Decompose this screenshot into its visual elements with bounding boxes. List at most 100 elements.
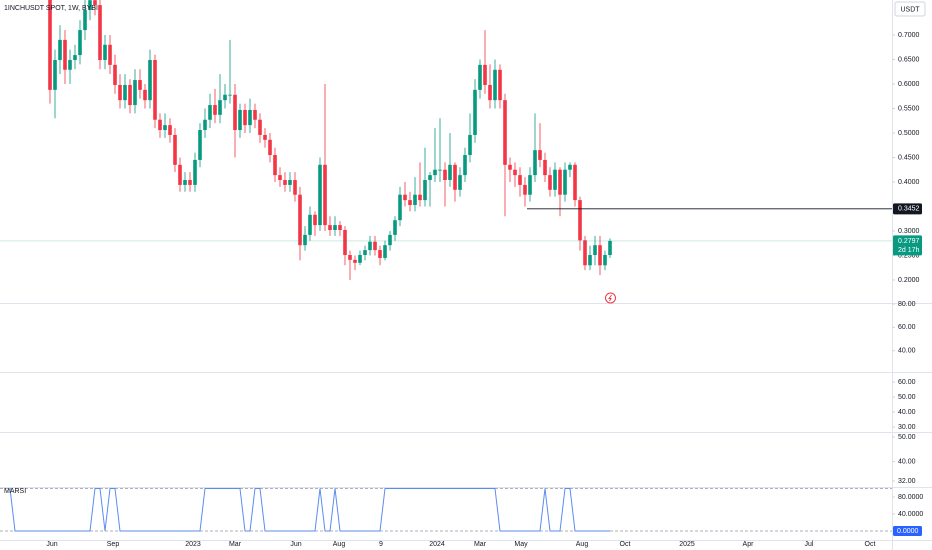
- candle-body: [463, 155, 467, 176]
- candle-body: [528, 175, 532, 195]
- candle-body: [143, 89, 147, 101]
- candle-body: [393, 220, 397, 235]
- candle-body: [73, 55, 77, 60]
- y-tick-label: 0.2000: [898, 277, 920, 284]
- candle-body: [233, 94, 237, 131]
- candle-body: [373, 241, 377, 251]
- candle-body: [63, 39, 67, 70]
- candle-body: [93, 0, 97, 6]
- candle-body: [403, 194, 407, 201]
- candle-body: [268, 139, 272, 156]
- candle-body: [298, 194, 302, 246]
- candle-body: [258, 119, 262, 135]
- x-tick-label: 9: [379, 541, 383, 548]
- candle-body: [168, 125, 172, 135]
- candle-body: [583, 240, 587, 266]
- y-tick-label: 0.4000: [898, 179, 920, 186]
- candle-body: [343, 229, 347, 255]
- candle-body: [423, 180, 427, 201]
- candle-body: [313, 214, 317, 226]
- y-tick-label: 0.5000: [898, 130, 920, 137]
- candle-body: [588, 254, 592, 266]
- last-price-badge: [893, 235, 922, 256]
- x-tick-label: May: [514, 541, 528, 548]
- candle-body: [228, 94, 232, 96]
- level-label: 0.3452: [898, 206, 920, 213]
- candle-body: [513, 169, 517, 176]
- event-bolt: [608, 294, 612, 302]
- x-tick-label: Jun: [46, 541, 57, 548]
- candle-body: [333, 225, 337, 230]
- candle-body: [578, 200, 582, 241]
- candle-body: [488, 84, 492, 101]
- y-tick-label: 0.7000: [898, 32, 920, 39]
- candle-body: [68, 59, 72, 70]
- x-tick-label: Apr: [743, 541, 755, 548]
- x-tick-label: 2025: [679, 541, 695, 548]
- candle-body: [158, 119, 162, 131]
- x-tick-label: Oct: [865, 541, 876, 548]
- candle-body: [273, 155, 277, 176]
- candle-body: [238, 109, 242, 131]
- y-tick-label: 32.00: [898, 478, 916, 485]
- candle-body: [558, 169, 562, 195]
- candle-body: [603, 254, 607, 266]
- candle-body: [363, 250, 367, 255]
- candle-body: [533, 150, 537, 176]
- candle-body: [548, 175, 552, 190]
- currency-box[interactable]: [894, 1, 926, 17]
- candle-body: [438, 169, 442, 171]
- candle-body: [323, 164, 327, 226]
- candle-body: [328, 225, 332, 230]
- candle-body: [248, 109, 252, 126]
- y-tick-label: 40.0000: [898, 511, 923, 518]
- candle-body: [353, 259, 357, 263]
- y-tick-label: 80.0000: [898, 494, 923, 501]
- candle-body: [308, 214, 312, 235]
- candle-body: [118, 84, 122, 101]
- candle-body: [508, 164, 512, 170]
- candle-body: [573, 164, 577, 201]
- y-tick-label: 0.2500: [898, 252, 920, 259]
- candle-body: [498, 69, 502, 101]
- candle-body: [468, 134, 472, 156]
- candle-body: [178, 164, 182, 185]
- candle-body: [193, 159, 197, 185]
- candle-body: [433, 169, 437, 176]
- candle-body: [523, 184, 527, 195]
- candle-body: [138, 80, 142, 90]
- candle-body: [108, 44, 112, 65]
- candle-body: [473, 89, 477, 135]
- candle-body: [398, 194, 402, 221]
- candle-body: [113, 64, 117, 85]
- candle-body: [388, 234, 392, 246]
- candle-body: [288, 180, 292, 185]
- candle-body: [538, 150, 542, 160]
- candle-body: [163, 125, 167, 131]
- candle-body: [368, 241, 372, 251]
- countdown: 2d 17h: [898, 247, 920, 254]
- candle-body: [183, 180, 187, 185]
- candle-body: [283, 180, 287, 185]
- candle-body: [598, 245, 602, 266]
- candle-body: [128, 84, 132, 106]
- candle-body: [408, 200, 412, 206]
- indicator-name: MARSI: [4, 488, 26, 495]
- candle-body: [223, 94, 227, 101]
- event-icon[interactable]: [605, 292, 616, 304]
- x-tick-label: Mar: [229, 541, 242, 548]
- candle-body: [133, 80, 137, 106]
- y-tick-label: 60.00: [898, 379, 916, 386]
- y-tick-label: 60.00: [898, 324, 916, 331]
- candle-body: [553, 169, 557, 190]
- candle-body: [413, 194, 417, 206]
- x-tick-label: Jun: [290, 541, 301, 548]
- candle-body: [153, 59, 157, 120]
- candle-body: [53, 59, 57, 90]
- candle-body: [608, 240, 612, 255]
- price-pane: [48, 0, 612, 280]
- x-tick-label: 2024: [429, 541, 445, 548]
- candle-body: [453, 164, 457, 190]
- candle-body: [123, 84, 127, 101]
